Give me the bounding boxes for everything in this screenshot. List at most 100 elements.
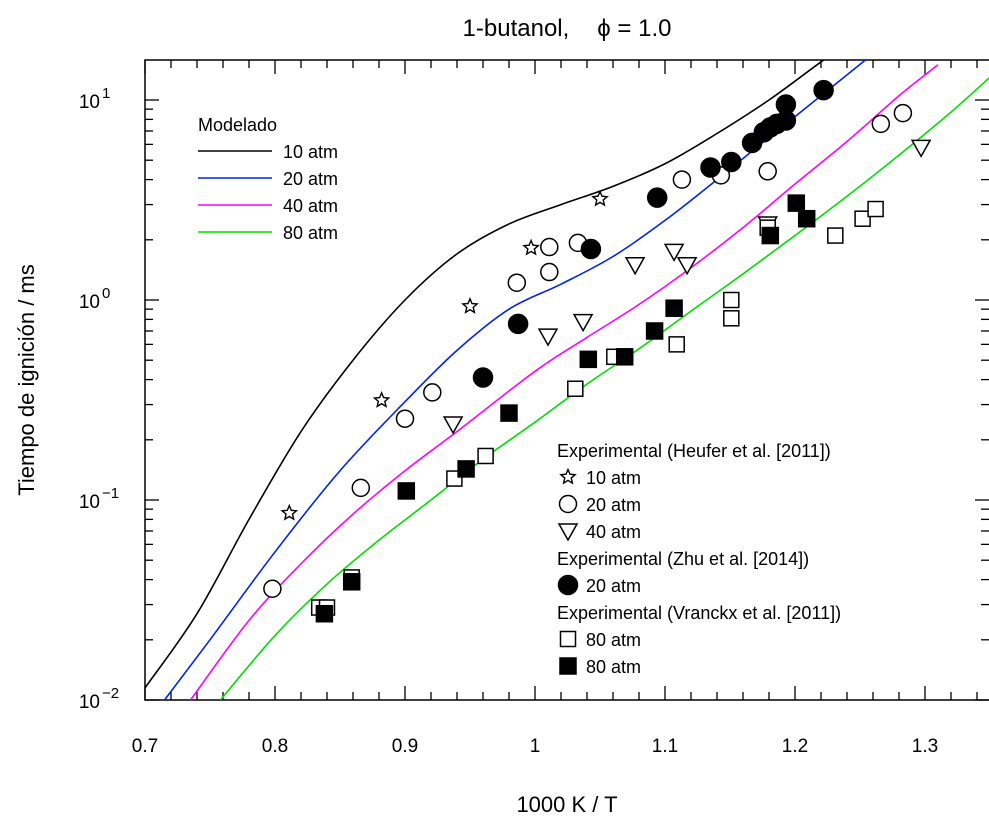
x-tick-label: 1.2 bbox=[782, 736, 808, 757]
legend-model-label: 10 atm bbox=[283, 142, 338, 162]
model-line-80-atm bbox=[219, 77, 989, 700]
legend-exp-heading: Experimental (Zhu et al. [2014]) bbox=[557, 549, 809, 569]
x-tick-label: 1.3 bbox=[912, 736, 938, 757]
legend-experimental: Experimental (Heufer et al. [2011]) 10 at… bbox=[557, 441, 841, 677]
x-tick-label: 0.8 bbox=[262, 736, 288, 757]
point-circle-open bbox=[871, 114, 891, 134]
y-tick-label: 10 bbox=[79, 92, 100, 113]
point-circle-open bbox=[540, 262, 559, 282]
legend-marker-square-open bbox=[559, 630, 577, 648]
point-star bbox=[461, 296, 479, 314]
legend-marker-star bbox=[559, 467, 577, 485]
point-square-filled bbox=[787, 194, 806, 212]
point-square-filled bbox=[761, 226, 780, 245]
point-circle-open bbox=[423, 383, 442, 402]
point-square-filled bbox=[457, 460, 475, 478]
point-triangle-down-open bbox=[663, 243, 685, 262]
point-square-open bbox=[854, 210, 871, 227]
point-circle-open bbox=[395, 409, 415, 428]
point-circle-open bbox=[672, 170, 692, 189]
legend-marker-circle-filled bbox=[557, 574, 579, 596]
x-tick-labels: 0.7 0.8 0.9 1 1.1 1.2 1.3 bbox=[132, 736, 938, 757]
point-circle-open bbox=[263, 579, 282, 598]
point-square-open bbox=[477, 447, 494, 465]
point-circle-open bbox=[540, 237, 559, 257]
point-square-open bbox=[723, 291, 740, 309]
point-square-filled bbox=[315, 604, 334, 623]
axis-ticks bbox=[144, 60, 989, 701]
point-circle-filled bbox=[775, 94, 797, 115]
legend-exp-heading: Experimental (Vranckx et al. [2011]) bbox=[557, 603, 841, 623]
model-line-10-atm bbox=[145, 60, 826, 689]
point-triangle-down-open bbox=[442, 416, 464, 435]
legend-exp-label: 10 atm bbox=[586, 468, 641, 488]
experimental-points bbox=[263, 79, 932, 623]
model-line-40-atm bbox=[189, 64, 939, 700]
point-triangle-down-open bbox=[676, 257, 698, 276]
point-square-filled bbox=[615, 348, 634, 366]
point-square-filled bbox=[645, 322, 664, 340]
point-circle-open bbox=[351, 478, 371, 498]
legend-exp-heading: Experimental (Heufer et al. [2011]) bbox=[557, 441, 831, 461]
point-triangle-down-open bbox=[572, 313, 594, 333]
y-tick-label: 10 bbox=[79, 292, 100, 313]
point-square-filled bbox=[797, 209, 816, 228]
legend-model-label: 40 atm bbox=[283, 196, 338, 216]
point-star bbox=[522, 238, 540, 256]
chart-title-phi: ϕ = 1.0 bbox=[597, 15, 671, 42]
point-triangle-down-open bbox=[624, 257, 646, 276]
x-tick-label: 1 bbox=[530, 736, 541, 757]
y-tick-label: 10 bbox=[79, 492, 100, 513]
x-tick-label: 1.1 bbox=[652, 736, 678, 757]
point-circle-filled bbox=[507, 313, 529, 335]
chart-title: 1-butanol, ϕ = 1.0 bbox=[463, 15, 672, 42]
point-circle-open bbox=[893, 103, 913, 123]
point-triangle-down-open bbox=[537, 328, 559, 347]
legend-marker-triangle-down-open bbox=[557, 523, 579, 542]
legend-exp-label: 20 atm bbox=[586, 495, 641, 515]
point-circle-open bbox=[507, 273, 527, 292]
y-tick-exponent: 1 bbox=[102, 85, 110, 102]
point-star bbox=[280, 503, 299, 521]
point-circle-open bbox=[758, 162, 777, 181]
legend-model-title: Modelado bbox=[198, 115, 277, 135]
legend-exp-label: 40 atm bbox=[586, 522, 641, 542]
y-tick-exponent: −1 bbox=[102, 485, 119, 502]
legend-model-label: 20 atm bbox=[283, 169, 338, 189]
point-square-open bbox=[827, 227, 844, 244]
legend-exp-label: 80 atm bbox=[586, 657, 641, 677]
point-square-filled bbox=[665, 299, 683, 317]
point-square-filled bbox=[500, 404, 518, 422]
y-axis-label: Tiempo de ignición / ms bbox=[14, 264, 39, 496]
point-square-filled bbox=[397, 482, 416, 500]
point-circle-filled bbox=[813, 79, 834, 101]
point-circle-filled bbox=[700, 157, 721, 178]
point-square-open bbox=[723, 310, 740, 327]
point-square-open bbox=[867, 200, 884, 218]
point-circle-filled bbox=[472, 367, 494, 388]
legend-exp-label: 20 atm bbox=[586, 576, 641, 596]
x-tick-label: 0.9 bbox=[392, 736, 418, 757]
x-tick-label: 0.7 bbox=[132, 736, 158, 757]
legend-marker-circle-open bbox=[558, 494, 578, 514]
point-square-filled bbox=[342, 573, 361, 591]
point-star bbox=[591, 189, 609, 207]
point-triangle-down-open bbox=[910, 139, 932, 158]
point-circle-filled bbox=[580, 238, 602, 260]
point-square-open bbox=[567, 380, 584, 397]
legend-exp-label: 80 atm bbox=[586, 630, 641, 650]
y-tick-label: 10 bbox=[79, 692, 100, 713]
x-axis-label: 1000 K / T bbox=[516, 792, 617, 817]
legend-marker-square-filled bbox=[559, 657, 577, 675]
point-square-open bbox=[668, 336, 685, 353]
y-tick-exponent: −2 bbox=[102, 685, 119, 702]
legend-model-label: 80 atm bbox=[283, 223, 338, 243]
point-square-filled bbox=[579, 350, 598, 369]
point-star bbox=[372, 391, 391, 408]
chart-title-fuel: 1-butanol, bbox=[463, 15, 570, 42]
point-circle-filled bbox=[646, 187, 668, 208]
point-circle-filled bbox=[721, 151, 742, 173]
model-lines bbox=[145, 60, 989, 700]
